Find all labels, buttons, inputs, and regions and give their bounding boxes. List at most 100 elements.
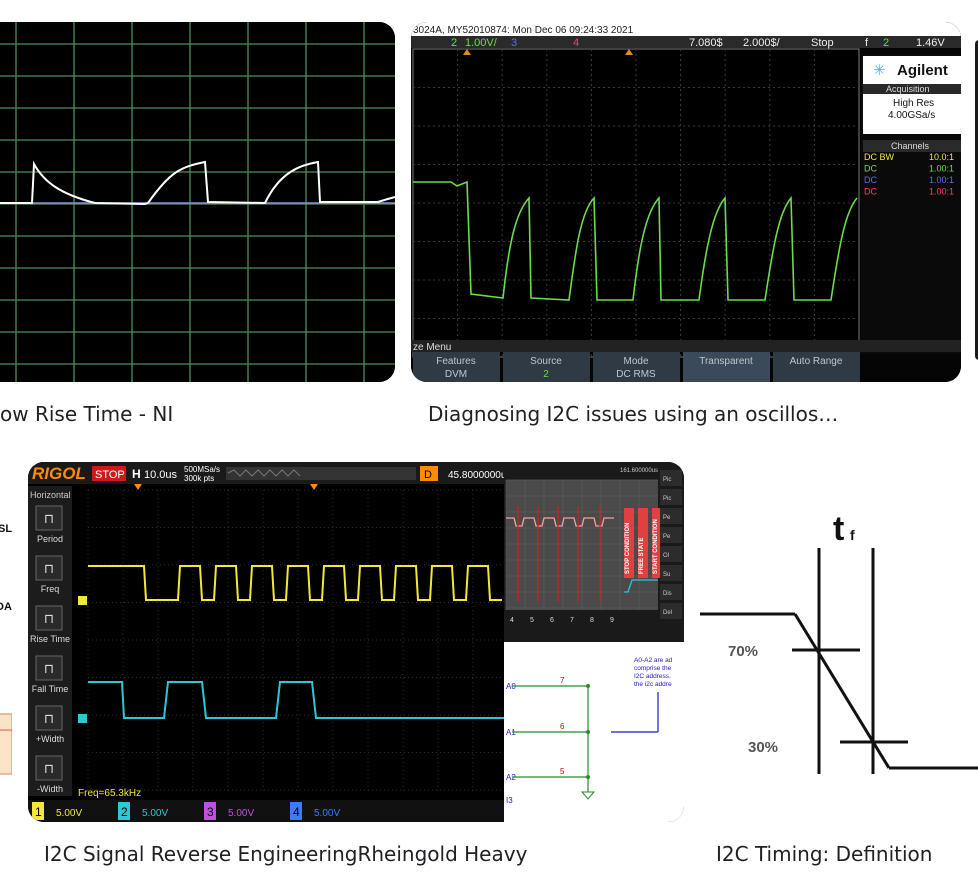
softkey-label: Source: [530, 356, 562, 367]
measure-label: -Width: [37, 784, 63, 794]
channel-scale: 5.00V: [314, 808, 340, 819]
ni-waveform: [0, 160, 395, 206]
measure-label: Freq: [41, 584, 60, 594]
mini-button[interactable]: [660, 508, 682, 524]
mini-button[interactable]: [660, 470, 682, 486]
channel-scale: 5.00V: [228, 808, 254, 819]
channel-badge[interactable]: [290, 802, 302, 820]
schematic-note: I2C address.: [634, 673, 671, 680]
result-card-5[interactable]: RIGOL STOP H 10.0us 500MSa/s 300k pts D …: [28, 462, 684, 822]
measure-button[interactable]: [35, 655, 63, 681]
svg-text:500MSa/s: 500MSa/s: [184, 465, 220, 474]
channel-ratio: 1.00:1: [929, 175, 954, 185]
svg-text:DA: DA: [0, 601, 12, 613]
svg-text:161.600000us: 161.600000us: [620, 468, 658, 474]
mini-label: START CONDITION: [653, 519, 659, 574]
measure-label: +Width: [36, 734, 64, 744]
scope-screen-agilent: 3024A, MY52010874: Mon Dec 06 09:24:33 2…: [411, 22, 961, 382]
svg-text:Channels: Channels: [891, 141, 930, 151]
channel-number: 2: [121, 805, 128, 819]
svg-text:High Res: High Res: [893, 98, 934, 109]
measure-icon: ⊓: [44, 711, 54, 726]
result-caption-6[interactable]: I2C Timing: Definition: [716, 842, 933, 866]
softkey-label: Transparent: [699, 356, 753, 367]
result-card-6[interactable]: t f 70% 30%: [700, 462, 978, 822]
softkey-label: Mode: [623, 356, 648, 367]
rigol-ch1-wave: [88, 565, 502, 601]
mini-button[interactable]: [660, 603, 682, 619]
svg-text:4.00GSa/s: 4.00GSa/s: [888, 110, 935, 121]
schematic-net: 5: [560, 767, 565, 776]
mini-button-label: Su: [663, 572, 670, 578]
softkey[interactable]: [413, 352, 500, 382]
svg-text:10.0us: 10.0us: [144, 469, 178, 481]
measure-icon: ⊓: [44, 561, 54, 576]
channel-coupling: DC: [864, 175, 877, 185]
svg-text:Horizontal: Horizontal: [30, 490, 71, 500]
result-card-3-edge[interactable]: [975, 40, 978, 360]
schematic-pin: I3: [506, 796, 513, 805]
mini-button[interactable]: [660, 565, 682, 581]
result-card-1[interactable]: [0, 22, 395, 382]
svg-text:7.080$: 7.080$: [689, 37, 723, 49]
result-caption-5[interactable]: I2C Signal Reverse EngineeringRheingold …: [44, 842, 528, 866]
diagram-title: t: [833, 510, 844, 548]
mini-button[interactable]: [660, 489, 682, 505]
measure-icon: ⊓: [44, 661, 54, 676]
schematic-net: 7: [560, 676, 565, 685]
channel-badge[interactable]: [118, 802, 130, 820]
scope-header: 3024A, MY52010874: Mon Dec 06 09:24:33 2…: [413, 25, 634, 36]
softkey[interactable]: [683, 352, 770, 382]
measure-button[interactable]: [35, 705, 63, 731]
measure-icon: ⊓: [44, 511, 54, 526]
mini-button-label: Pe: [663, 534, 671, 540]
schematic-note: the i2c addre: [634, 681, 672, 688]
mini-tick: 9: [610, 617, 614, 624]
result-caption-1[interactable]: ow Rise Time - NI: [0, 402, 174, 426]
softkey-value: 2: [543, 369, 549, 380]
mini-button[interactable]: [660, 546, 682, 562]
channel-scale: 5.00V: [142, 808, 168, 819]
measure-button[interactable]: [35, 605, 63, 631]
svg-text:Stop: Stop: [811, 37, 834, 49]
svg-text:1.46V: 1.46V: [916, 37, 945, 49]
svg-text:f: f: [850, 527, 855, 543]
measure-icon: ⊓: [44, 611, 54, 626]
channel-number: 3: [207, 805, 214, 819]
rigol-brand: RIGOL: [32, 464, 86, 483]
channel-coupling: DC: [864, 187, 877, 197]
softkey-value: DVM: [445, 369, 467, 380]
scope-screen-rigol: RIGOL STOP H 10.0us 500MSa/s 300k pts D …: [28, 462, 684, 822]
rigol-ch2-wave: [88, 681, 504, 719]
mini-tick: 7: [570, 617, 574, 624]
result-caption-2[interactable]: Diagnosing I2C issues using an oscillos…: [428, 402, 839, 426]
channel-badge[interactable]: [32, 802, 44, 820]
softkey[interactable]: [593, 352, 680, 382]
result-card-4[interactable]: SL DA: [0, 462, 12, 822]
mini-button[interactable]: [660, 527, 682, 543]
measure-button[interactable]: [35, 505, 63, 531]
svg-text:✳: ✳: [873, 62, 886, 79]
timing-diagram: t f 70% 30%: [700, 510, 978, 774]
mini-tick: 5: [530, 617, 534, 624]
mini-tick: 6: [550, 617, 554, 624]
mini-label: FREE STATE: [639, 538, 645, 574]
softkey[interactable]: [503, 352, 590, 382]
schematic-pin: A2: [506, 773, 516, 782]
svg-text:2: 2: [883, 37, 889, 49]
mini-tick: 8: [590, 617, 594, 624]
mini-button[interactable]: [660, 584, 682, 600]
schematic-pin: A0: [506, 682, 516, 691]
svg-text:1.00V/: 1.00V/: [465, 37, 498, 49]
measure-button[interactable]: [35, 755, 63, 781]
measure-button[interactable]: [35, 555, 63, 581]
channel-badge[interactable]: [204, 802, 216, 820]
level-low: 30%: [748, 739, 778, 756]
svg-text:H: H: [132, 467, 141, 481]
softkey[interactable]: [773, 352, 860, 382]
mini-button-label: Pic: [663, 477, 671, 483]
channel-coupling: DC: [864, 164, 877, 174]
mini-tick: 4: [510, 617, 514, 624]
svg-text:ze Menu: ze Menu: [413, 342, 451, 353]
result-card-2[interactable]: 3024A, MY52010874: Mon Dec 06 09:24:33 2…: [411, 22, 961, 382]
